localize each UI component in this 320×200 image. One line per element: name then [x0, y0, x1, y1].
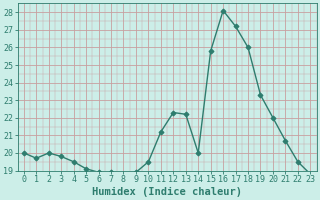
X-axis label: Humidex (Indice chaleur): Humidex (Indice chaleur) [92, 186, 242, 197]
